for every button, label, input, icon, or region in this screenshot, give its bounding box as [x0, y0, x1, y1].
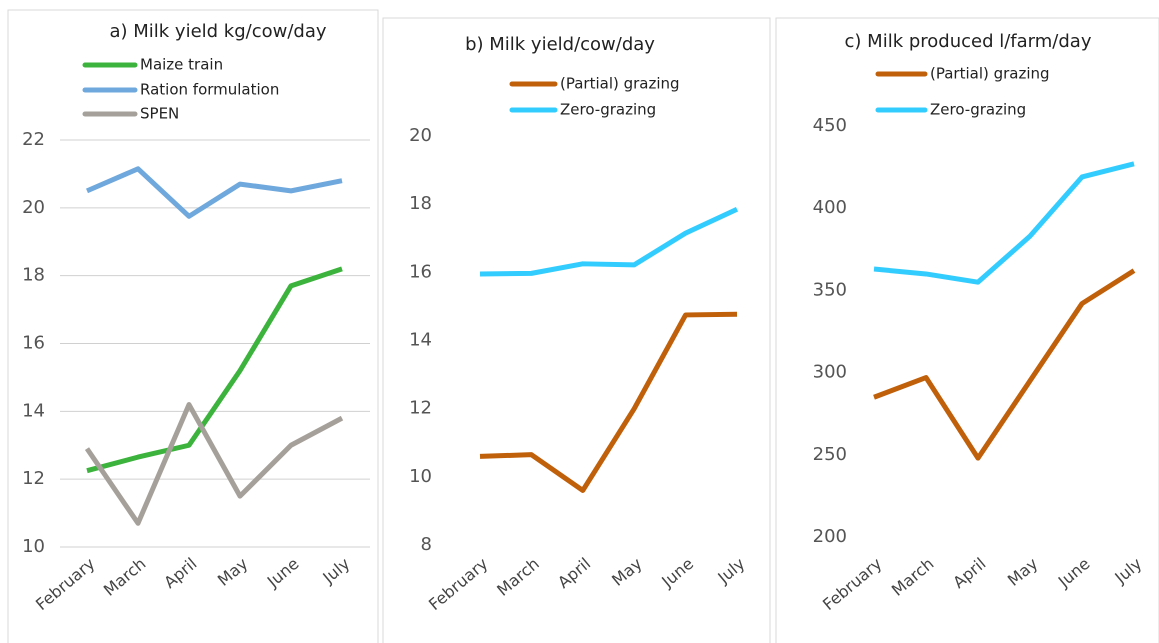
data-line [479, 311, 738, 493]
legend-label: (Partial) grazing [560, 75, 680, 93]
panel-border [775, 17, 1159, 643]
panel-border [382, 17, 771, 643]
panel-border [7, 9, 379, 643]
y-tick-label: 20 [22, 197, 45, 218]
x-tick-label: February [425, 554, 492, 614]
x-tick-label: May [1004, 554, 1042, 590]
legend-label: SPEN [140, 105, 179, 123]
x-tick-label: May [214, 554, 252, 590]
legend-label: (Partial) grazing [930, 65, 1050, 83]
y-tick-label: 12 [409, 398, 432, 419]
x-tick-label: June [263, 554, 303, 592]
y-tick-label: 450 [813, 115, 847, 136]
y-tick-label: 200 [813, 526, 847, 547]
x-tick-label: April [949, 554, 989, 592]
x-tick-label: July [1110, 554, 1145, 588]
y-tick-label: 10 [22, 536, 45, 557]
y-tick-label: 18 [22, 265, 45, 286]
x-tick-label: July [713, 554, 748, 588]
x-tick-label: July [318, 554, 353, 588]
y-tick-label: 16 [22, 333, 45, 354]
x-tick-label: April [554, 554, 594, 592]
y-tick-label: 16 [409, 261, 432, 282]
x-tick-label: June [657, 554, 697, 592]
legend-label: Maize train [140, 56, 223, 74]
chart-title: b) Milk yield/cow/day [465, 34, 655, 55]
y-tick-label: 400 [813, 197, 847, 218]
y-tick-label: 300 [813, 362, 847, 383]
y-tick-label: 350 [813, 279, 847, 300]
legend-label: Ration formulation [140, 81, 279, 99]
x-tick-label: April [160, 554, 200, 592]
data-line [84, 402, 344, 526]
y-tick-label: 250 [813, 444, 847, 465]
legend-label: Zero-grazing [560, 101, 656, 119]
x-tick-label: June [1054, 554, 1094, 592]
y-tick-label: 14 [409, 330, 432, 351]
chart-title: a) Milk yield kg/cow/day [109, 21, 326, 42]
x-tick-label: May [608, 554, 646, 590]
x-tick-label: February [819, 554, 886, 614]
y-tick-label: 18 [409, 193, 432, 214]
data-line [86, 266, 343, 474]
y-tick-label: 22 [22, 129, 45, 150]
chart-title: c) Milk produced l/farm/day [845, 31, 1092, 52]
data-line [86, 166, 343, 219]
legend-label: Zero-grazing [930, 101, 1026, 119]
data-line [873, 161, 1135, 285]
x-tick-label: March [888, 554, 938, 600]
data-line [479, 207, 739, 277]
x-tick-label: March [100, 554, 150, 600]
data-line [873, 268, 1136, 461]
y-tick-label: 10 [409, 466, 432, 487]
x-tick-label: March [493, 554, 543, 600]
x-tick-label: February [32, 554, 99, 614]
y-tick-label: 14 [22, 400, 45, 421]
y-tick-label: 20 [409, 125, 432, 146]
y-tick-label: 8 [421, 534, 432, 555]
y-tick-label: 12 [22, 468, 45, 489]
